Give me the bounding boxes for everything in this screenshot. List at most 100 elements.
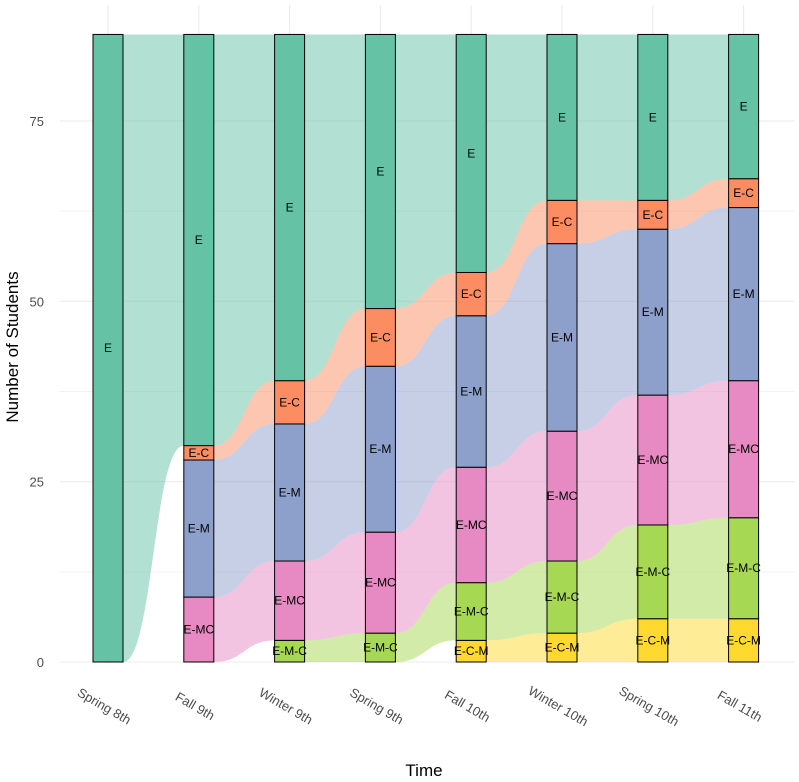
flow-band-e-c-m bbox=[667, 618, 729, 662]
stratum-label: E-M bbox=[551, 330, 573, 344]
stratum-bar-e bbox=[92, 33, 124, 663]
stratum-label: E bbox=[467, 146, 475, 160]
flow-band-e-m bbox=[213, 423, 275, 598]
flow-band-e-m bbox=[486, 243, 547, 468]
stratum-label: E-C bbox=[552, 215, 573, 229]
flow-band-e bbox=[123, 34, 184, 662]
stratum-label: E-MC bbox=[547, 489, 578, 503]
flow-band-e-mc bbox=[213, 561, 275, 662]
x-tick-label: Spring 9th bbox=[347, 685, 406, 728]
stratum-label: E-C bbox=[370, 330, 391, 344]
stratum-bar-e-c bbox=[728, 178, 760, 209]
stratum-label: E-M-C bbox=[726, 561, 761, 575]
stratum-label: E-MC bbox=[728, 442, 759, 456]
flow-band-e-c-m bbox=[486, 633, 547, 662]
stratum-label: E-C bbox=[642, 208, 663, 222]
flow-band-e-c bbox=[304, 308, 366, 424]
flow-band-e-m bbox=[667, 207, 729, 396]
x-tick-label: Fall 10th bbox=[442, 687, 493, 725]
stratum-bar-e-mc bbox=[274, 560, 306, 641]
x-axis-ticks: Spring 8th Fall 9th Winter 9th Spring 9th Fa… bbox=[75, 683, 765, 729]
flow-band-e-m-c bbox=[486, 561, 547, 641]
stratum-label: E-C bbox=[188, 446, 209, 460]
y-tick-label: 0 bbox=[37, 655, 44, 670]
stratum-bar-e-m-c bbox=[546, 560, 578, 634]
stratum-label: E-M-C bbox=[363, 641, 398, 655]
flow-band-e-m bbox=[304, 366, 366, 562]
flow-band-e bbox=[213, 34, 275, 446]
stratum-bar-e bbox=[455, 33, 487, 273]
stratum-label: E-M-C bbox=[454, 605, 489, 619]
strata-labels: E E-MC E-M E-C E E-M-C E-MC E-M E-C E E-M-C E-MC E-M… bbox=[104, 100, 761, 659]
flow-band-e-m-c bbox=[577, 524, 638, 634]
flow-band-e-c-m bbox=[577, 618, 638, 662]
stratum-bar-e bbox=[637, 33, 669, 201]
flow-band-e-mc bbox=[486, 431, 547, 583]
stratum-label: E-C-M bbox=[726, 633, 761, 647]
flow-band-e-mc bbox=[395, 467, 457, 634]
stratum-label: E-MC bbox=[274, 594, 305, 608]
stratum-bar-e-m bbox=[274, 423, 306, 562]
stratum-bar-e-m-c bbox=[364, 632, 396, 663]
stratum-label: E bbox=[376, 164, 384, 178]
stratum-label: E bbox=[195, 233, 203, 247]
stratum-label: E-C-M bbox=[454, 644, 489, 658]
flow-band-e-mc bbox=[304, 532, 366, 641]
flow-band-e-m-c bbox=[304, 633, 366, 662]
x-tick-label: Fall 9th bbox=[173, 689, 217, 723]
flow-band-e bbox=[486, 34, 547, 273]
stratum-bar-e-mc bbox=[364, 531, 396, 634]
stratum-label: E-C-M bbox=[635, 633, 670, 647]
stratum-label: E-MC bbox=[637, 453, 668, 467]
stratum-label: E-MC bbox=[365, 576, 396, 590]
stratum-bar-e-m bbox=[364, 365, 396, 533]
stratum-label: E bbox=[286, 201, 294, 215]
stratum-label: E-M-C bbox=[272, 644, 307, 658]
stratum-bar-e-m-c bbox=[455, 582, 487, 641]
stratum-bar-e-m bbox=[546, 243, 578, 432]
x-tick-label: Winter 10th bbox=[526, 683, 591, 729]
stratum-label: E-C bbox=[461, 287, 482, 301]
y-tick-label: 25 bbox=[30, 475, 44, 490]
stratum-label: E-MC bbox=[183, 623, 214, 637]
stratum-bar-e-c bbox=[364, 308, 396, 367]
stratum-bar-e-mc bbox=[637, 394, 669, 526]
stratum-bar-e-mc bbox=[183, 596, 215, 663]
stratum-label: E-C bbox=[279, 395, 300, 409]
stratum-bar-e-c-m bbox=[637, 618, 669, 663]
x-tick-label: Winter 9th bbox=[256, 685, 315, 728]
flow-band-e-c bbox=[486, 200, 547, 316]
stratum-label: E bbox=[104, 341, 112, 355]
stratum-label: E-M bbox=[642, 305, 664, 319]
stratum-bar-e-m bbox=[728, 207, 760, 382]
stratum-label: E-M bbox=[460, 385, 482, 399]
flow-band-e-c bbox=[577, 200, 638, 244]
stratum-label: E-MC bbox=[456, 518, 487, 532]
stratum-bar-e-c-m bbox=[546, 632, 578, 663]
flow-band-e bbox=[304, 34, 366, 381]
flow-band-e-c bbox=[213, 380, 275, 461]
flow-bands bbox=[123, 34, 729, 662]
y-tick-label: 50 bbox=[30, 294, 44, 309]
stratum-label: E-C-M bbox=[545, 641, 580, 655]
x-tick-label: Spring 10th bbox=[617, 683, 682, 729]
flow-band-e-mc bbox=[667, 380, 729, 525]
stratum-label: E-M bbox=[369, 442, 391, 456]
stratum-bar-e-m bbox=[183, 459, 215, 598]
flow-band-e-m-c bbox=[395, 582, 457, 662]
flow-band-e-mc bbox=[577, 395, 638, 562]
x-axis-title: Time bbox=[405, 761, 442, 780]
flow-band-e bbox=[577, 34, 638, 201]
stratum-label: E-C bbox=[733, 186, 754, 200]
stratum-bar-e-m bbox=[637, 228, 669, 396]
stratum-label: E bbox=[740, 100, 748, 114]
stratum-bar-e bbox=[183, 33, 215, 447]
flow-band-e bbox=[667, 34, 729, 201]
stratum-label: E bbox=[649, 110, 657, 124]
stratum-bar-e-c bbox=[455, 271, 487, 317]
stratum-label: E-M bbox=[279, 485, 301, 499]
flow-band-e-m bbox=[395, 315, 457, 533]
x-tick-label: Fall 11th bbox=[715, 687, 765, 724]
stratum-label: E-M bbox=[733, 287, 755, 301]
